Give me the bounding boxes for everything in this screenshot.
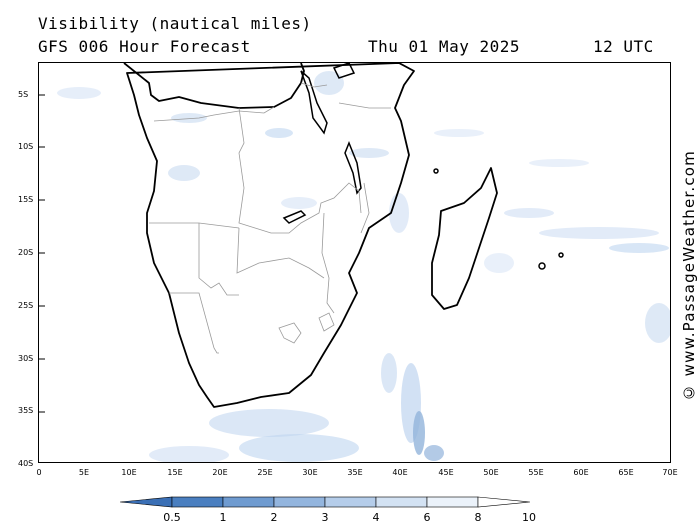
lon-label-10e: 10E [121, 468, 137, 477]
lon-label-45e: 45E [438, 468, 454, 477]
country-borders [149, 82, 391, 354]
lon-label-20e: 20E [212, 468, 228, 477]
lake-malawi [344, 140, 362, 195]
lon-label-15e: 15E [167, 468, 183, 477]
mauritius-island [558, 252, 564, 258]
lon-label-0: 0 [36, 468, 42, 477]
lon-label-65e: 65E [618, 468, 634, 477]
legend-label: 8 [474, 511, 482, 524]
lat-label-5s: 5S [18, 90, 29, 99]
legend-colorbar [119, 496, 531, 508]
comoros-island [433, 168, 439, 174]
lake-tanganyika [300, 70, 328, 135]
graticule-ticks [39, 94, 45, 413]
legend-swatch [273, 496, 326, 508]
legend-label: 4 [372, 511, 380, 524]
legend-label: 10 [522, 511, 536, 524]
legend-label: 3 [321, 511, 329, 524]
legend-swatch [426, 496, 479, 508]
map-area[interactable] [38, 62, 671, 463]
site-credit: © www.PassageWeather.com [680, 150, 698, 402]
madagascar-outline [431, 167, 498, 310]
legend-swatch [171, 496, 224, 508]
lon-label-60e: 60E [573, 468, 589, 477]
africa-coastline [123, 63, 415, 408]
lon-label-35e: 35E [347, 468, 363, 477]
legend-label: 6 [423, 511, 431, 524]
legend-arrow-left [119, 496, 173, 508]
legend-swatch [375, 496, 428, 508]
lon-label-55e: 55E [528, 468, 544, 477]
legend-swatches [119, 496, 531, 508]
legend-label: 2 [270, 511, 278, 524]
lat-label-40s: 40S [18, 459, 34, 468]
legend-swatch [222, 496, 275, 508]
lake-kariba [282, 210, 307, 224]
lon-label-25e: 25E [257, 468, 273, 477]
forecast-date: Thu 01 May 2025 [368, 37, 520, 56]
legend-label: 0.5 [163, 511, 181, 524]
forecast-subtitle: GFS 006 Hour Forecast [38, 37, 251, 56]
forecast-hour: 12 UTC [593, 37, 654, 56]
lat-label-20s: 20S [18, 248, 34, 257]
lat-label-30s: 30S [18, 354, 34, 363]
map-svg [39, 63, 670, 462]
legend-arrow-right [477, 496, 531, 508]
lake-victoria [332, 63, 356, 79]
lat-label-10s: 10S [18, 142, 34, 151]
lat-label-25s: 25S [18, 301, 34, 310]
visibility-patches [57, 71, 670, 462]
reunion-island [538, 262, 546, 270]
lon-label-40e: 40E [392, 468, 408, 477]
lon-label-30e: 30E [302, 468, 318, 477]
lat-label-15s: 15S [18, 195, 34, 204]
lon-label-70e: 70E [662, 468, 678, 477]
lon-label-50e: 50E [483, 468, 499, 477]
lat-label-35s: 35S [18, 406, 34, 415]
lon-label-5e: 5E [78, 468, 90, 477]
legend-label: 1 [219, 511, 227, 524]
map-title: Visibility (nautical miles) [38, 14, 312, 33]
legend-swatch [324, 496, 377, 508]
